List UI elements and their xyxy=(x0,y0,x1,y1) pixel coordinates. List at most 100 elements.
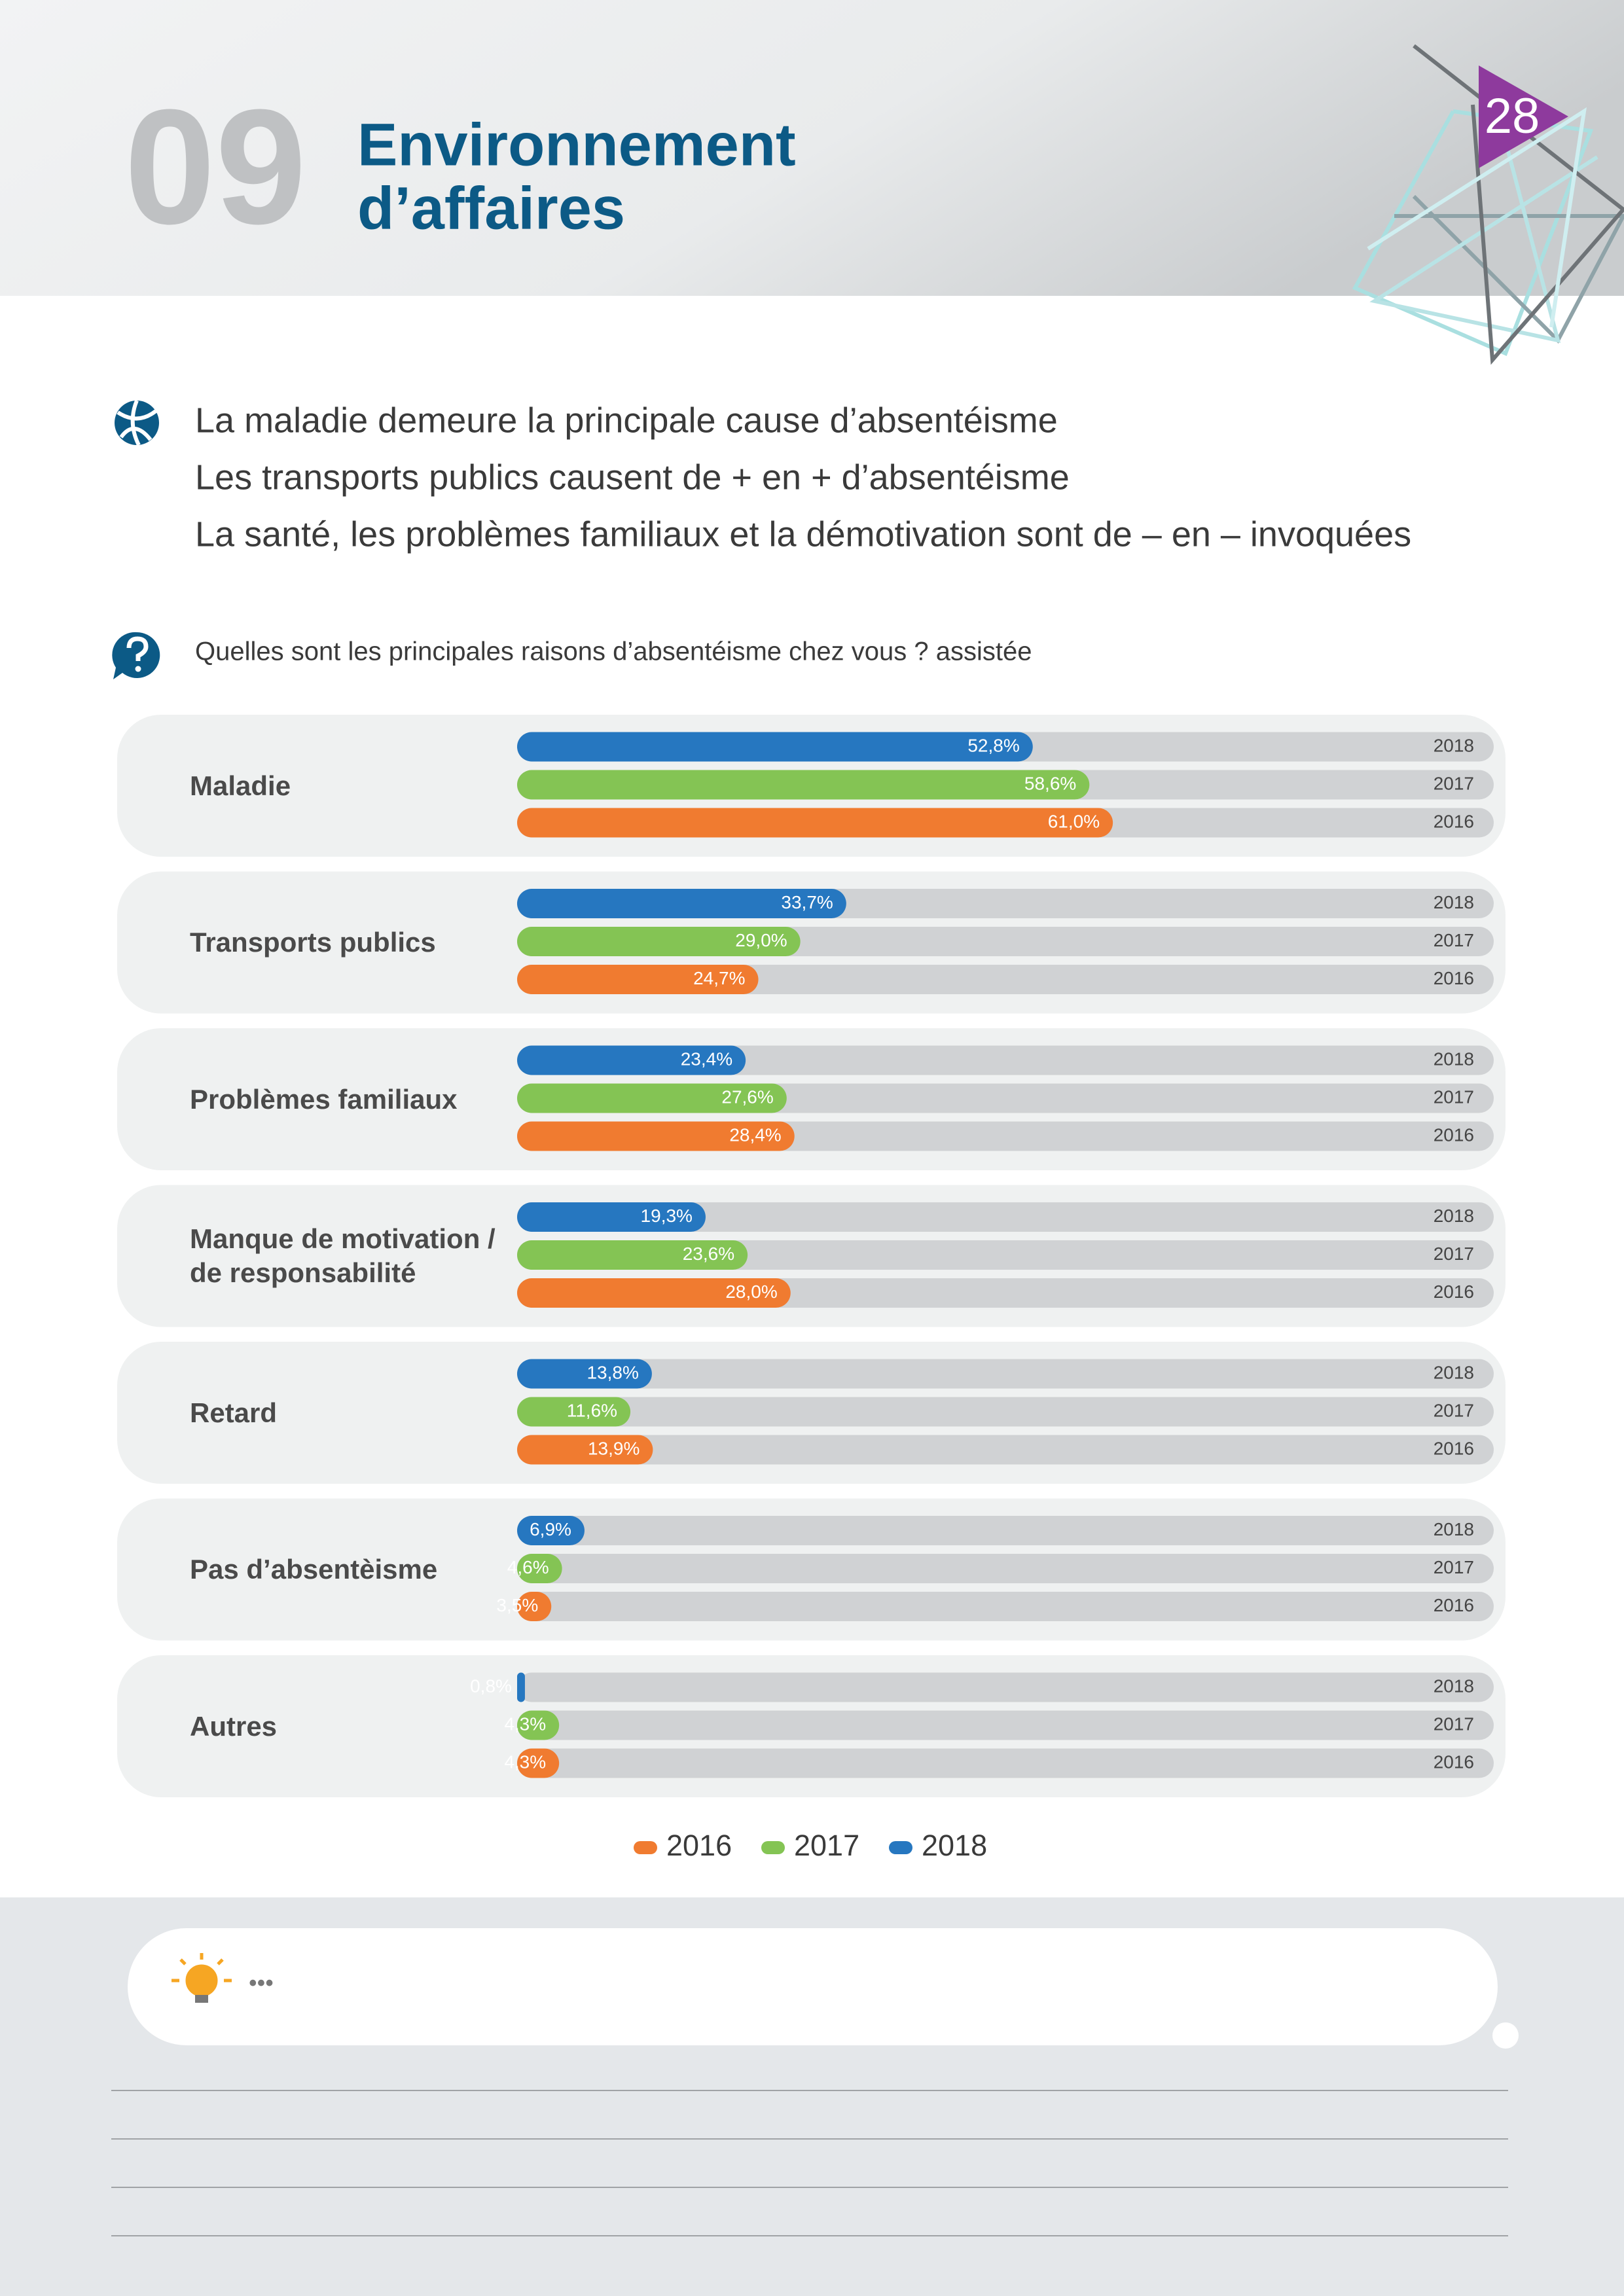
headline: La maladie demeure la principale cause d… xyxy=(195,401,1058,440)
value-label: 28,0% xyxy=(725,1282,777,1302)
value-label: 19,3% xyxy=(641,1206,693,1226)
bar-track xyxy=(517,965,1494,994)
globe-icon xyxy=(115,399,159,446)
bar xyxy=(517,927,801,956)
legend-label: 2016 xyxy=(666,1829,732,1862)
bar-track xyxy=(517,1240,1494,1270)
bar xyxy=(517,1359,652,1389)
bar-track xyxy=(517,1435,1494,1465)
category-label: Transports publics xyxy=(190,927,436,958)
year-label: 2018 xyxy=(1434,892,1474,912)
section-number: 09 xyxy=(124,75,306,258)
value-label: 23,4% xyxy=(681,1049,732,1069)
year-label: 2018 xyxy=(1434,1206,1474,1226)
bar xyxy=(517,732,1033,762)
lightbulb-icon xyxy=(171,1953,232,2003)
question-icon xyxy=(112,632,160,679)
value-label: 58,6% xyxy=(1024,773,1076,793)
bar xyxy=(517,1202,706,1232)
headline: Les transports publics causent de + en +… xyxy=(195,457,1070,497)
year-label: 2017 xyxy=(1434,930,1474,950)
note-tail xyxy=(1492,2022,1519,2049)
section-title: d’affaires xyxy=(357,175,625,242)
bar xyxy=(517,1592,552,1621)
bar xyxy=(517,1435,653,1465)
bar xyxy=(517,1554,562,1583)
year-label: 2017 xyxy=(1434,1557,1474,1577)
bar xyxy=(517,1748,560,1778)
year-label: 2018 xyxy=(1434,1676,1474,1696)
legend-label: 2018 xyxy=(922,1829,987,1862)
category-label: Retard xyxy=(190,1397,278,1428)
bar xyxy=(517,1397,631,1427)
legend-label: 2017 xyxy=(794,1829,859,1862)
page-badge xyxy=(1479,65,1568,168)
bar-track xyxy=(517,1202,1494,1232)
year-label: 2017 xyxy=(1434,773,1474,793)
year-label: 2016 xyxy=(1434,811,1474,831)
year-label: 2017 xyxy=(1434,1713,1474,1734)
value-label: 27,6% xyxy=(721,1086,773,1107)
headline: La santé, les problèmes familiaux et la … xyxy=(195,514,1411,554)
bar-track xyxy=(517,1359,1494,1389)
section-title: Environnement xyxy=(357,111,796,178)
legend-swatch xyxy=(889,1841,912,1854)
bar xyxy=(517,1710,560,1740)
bar xyxy=(517,1240,748,1270)
value-label: 29,0% xyxy=(735,930,787,950)
year-label: 2018 xyxy=(1434,735,1474,755)
bar xyxy=(517,770,1090,800)
value-label: 0,8% xyxy=(470,1676,512,1696)
bar xyxy=(517,1045,746,1075)
year-label: 2017 xyxy=(1434,1086,1474,1107)
year-label: 2018 xyxy=(1434,1362,1474,1382)
writing-lines xyxy=(111,2090,1508,2236)
value-label: 13,8% xyxy=(586,1362,638,1382)
bar xyxy=(517,1672,525,1702)
bar xyxy=(517,1516,585,1545)
value-label: 4,6% xyxy=(507,1557,549,1577)
legend-swatch xyxy=(761,1841,785,1854)
page-number: 28 xyxy=(1485,88,1540,144)
header-band xyxy=(0,0,1624,296)
legend-swatch xyxy=(634,1841,657,1854)
bar-track xyxy=(517,1397,1494,1427)
bar-track xyxy=(517,1554,1494,1583)
value-label: 24,7% xyxy=(693,968,745,988)
value-label: 28,4% xyxy=(729,1124,781,1145)
value-label: 52,8% xyxy=(967,735,1019,755)
value-label: 33,7% xyxy=(781,892,833,912)
bar xyxy=(517,965,759,994)
value-label: 4,3% xyxy=(504,1751,546,1772)
year-label: 2017 xyxy=(1434,1244,1474,1264)
category-label: Problèmes familiaux xyxy=(190,1083,458,1115)
year-label: 2016 xyxy=(1434,1595,1474,1615)
year-label: 2016 xyxy=(1434,1751,1474,1772)
category-label: Manque de motivation / de responsabilité xyxy=(190,1223,496,1288)
value-label: 4,3% xyxy=(504,1713,546,1734)
note-box xyxy=(128,1928,1498,2045)
value-label: 3,5% xyxy=(496,1595,538,1615)
bar-track xyxy=(517,1516,1494,1545)
bar xyxy=(517,1083,787,1113)
value-label: 23,6% xyxy=(683,1244,734,1264)
value-label: 11,6% xyxy=(567,1400,617,1420)
value-label: 61,0% xyxy=(1048,811,1100,831)
bar-track xyxy=(517,1672,1494,1702)
bar-track xyxy=(517,1592,1494,1621)
year-label: 2018 xyxy=(1434,1049,1474,1069)
year-label: 2016 xyxy=(1434,968,1474,988)
bar-track xyxy=(517,1045,1494,1075)
bar-track xyxy=(517,1710,1494,1740)
year-label: 2018 xyxy=(1434,1519,1474,1539)
category-label: Maladie xyxy=(190,770,291,801)
value-label: 6,9% xyxy=(530,1519,571,1539)
bar xyxy=(517,808,1113,838)
value-label: 13,9% xyxy=(588,1438,640,1458)
year-label: 2016 xyxy=(1434,1438,1474,1458)
bar xyxy=(517,1278,791,1308)
bar xyxy=(517,1121,795,1151)
category-label: Pas d’absentèisme xyxy=(190,1554,438,1585)
